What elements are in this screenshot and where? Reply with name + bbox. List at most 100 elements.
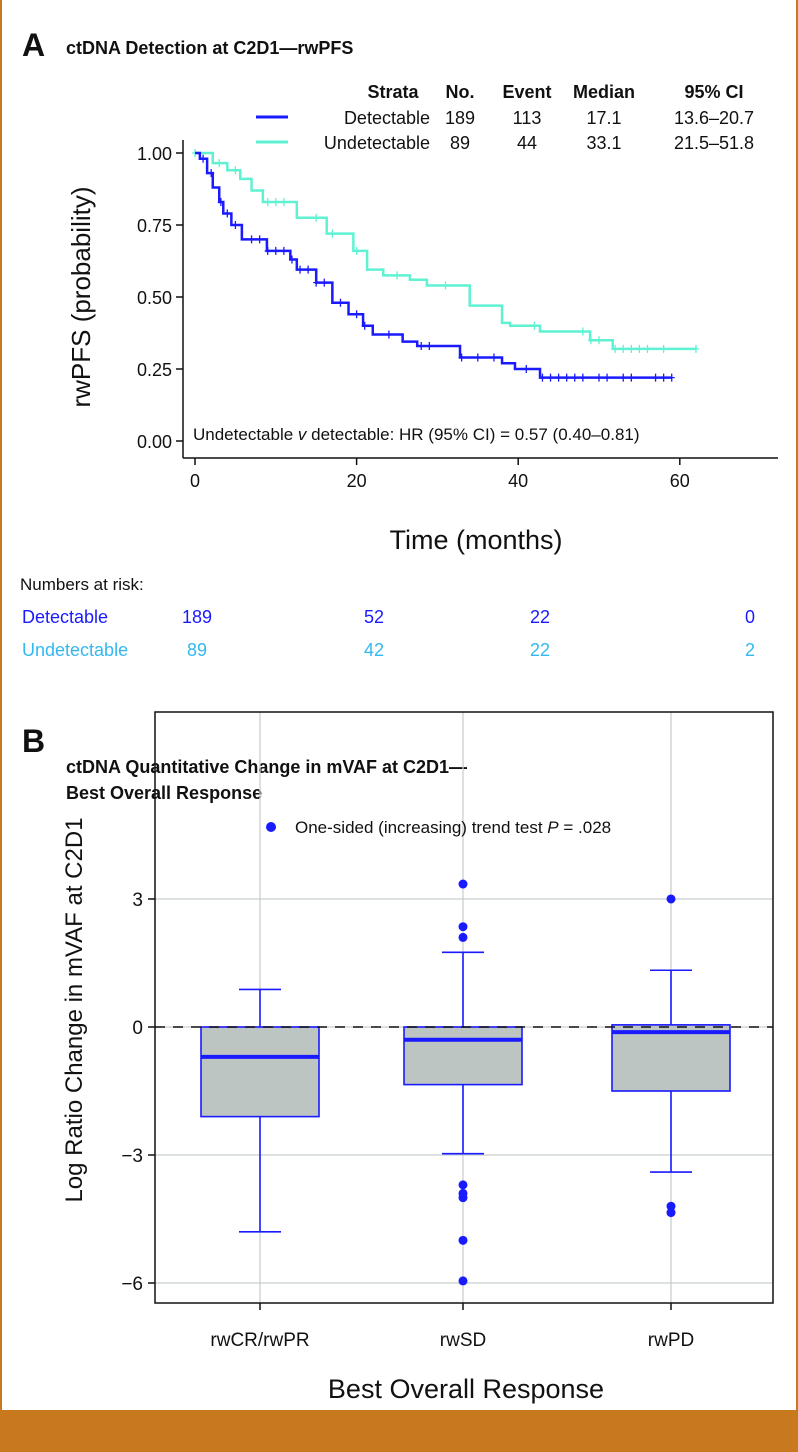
censor-mark-undetectable (232, 166, 239, 175)
censor-mark-detectable (217, 197, 224, 206)
box-y-tick-label: 0 (132, 1018, 143, 1039)
censor-mark-undetectable (313, 213, 320, 222)
box-iqr (403, 1026, 523, 1086)
legend-detectable-name: Detectable (344, 108, 430, 128)
legend-header-ci: 95% CI (684, 82, 743, 102)
censor-mark-undetectable (636, 344, 643, 353)
box-x-tick-label: rwSD (440, 1330, 486, 1351)
left-border (0, 0, 2, 1452)
censor-mark-detectable (256, 235, 263, 244)
censor-mark-undetectable (216, 159, 223, 168)
censor-mark-undetectable (660, 344, 667, 353)
trend-test-label: One-sided (increasing) trend test P = .0… (295, 818, 611, 837)
panel-b-title-line2: Best Overall Response (66, 783, 262, 803)
censor-mark-detectable (547, 373, 554, 382)
censor-mark-undetectable (272, 197, 279, 206)
censor-mark-detectable (264, 246, 271, 255)
censor-mark-detectable (571, 373, 578, 382)
panel-b-letter: B (22, 723, 45, 759)
censor-mark-detectable (628, 373, 635, 382)
risk-table: Numbers at risk: Detectable Undetectable… (20, 575, 755, 660)
km-y-tick-label: 0.25 (137, 360, 172, 380)
legend-header-strata: Strata (367, 82, 419, 102)
censor-mark-detectable (361, 321, 368, 330)
risk-value: 189 (182, 607, 212, 627)
censor-mark-detectable (652, 373, 659, 382)
risk-value: 22 (530, 607, 550, 627)
censor-mark-detectable (523, 365, 530, 373)
legend-undetectable-event: 44 (517, 133, 537, 153)
censor-mark-detectable (604, 373, 611, 382)
outlier-point (458, 932, 468, 942)
censor-mark-detectable (321, 278, 328, 287)
legend-header-no: No. (446, 82, 475, 102)
censor-mark-undetectable (612, 344, 619, 353)
box-y-tick-label: 3 (132, 890, 143, 911)
km-y-tick-label: 1.00 (137, 144, 172, 164)
box-x-label: Best Overall Response (328, 1374, 604, 1404)
box-plot-frame (154, 711, 774, 1304)
censor-mark-undetectable (264, 197, 271, 206)
outlier-point (458, 1180, 468, 1190)
censor-mark-detectable (280, 246, 287, 255)
censor-mark-detectable (426, 341, 433, 350)
censor-mark-undetectable (442, 281, 449, 290)
censor-mark-detectable (539, 373, 546, 382)
outlier-point (458, 879, 468, 889)
censor-mark-detectable (490, 353, 497, 362)
outlier-point (666, 1201, 676, 1211)
box-iqr (200, 1026, 320, 1118)
censor-mark-undetectable (329, 229, 336, 238)
box-y-tick-label: −6 (121, 1274, 143, 1295)
censor-mark-detectable (474, 353, 481, 362)
km-y-tick-label: 0.00 (137, 432, 172, 452)
km-x-tick-label: 0 (190, 471, 200, 491)
legend-undetectable-median: 33.1 (586, 133, 621, 153)
censor-mark-detectable (208, 169, 215, 178)
censor-mark-detectable (385, 330, 392, 339)
censor-mark-detectable (353, 310, 360, 319)
censor-mark-undetectable (587, 336, 594, 345)
censor-mark-undetectable (579, 327, 586, 336)
risk-value: 52 (364, 607, 384, 627)
censor-mark-detectable (620, 373, 627, 382)
km-x-tick-label: 60 (670, 471, 690, 491)
legend-header-median: Median (573, 82, 635, 102)
censor-mark-detectable (668, 373, 675, 382)
risk-value: 22 (530, 640, 550, 660)
km-curve-detectable (195, 151, 672, 379)
censor-mark-undetectable (620, 344, 627, 353)
censor-mark-detectable (200, 154, 207, 163)
panel-b-title-line1: ctDNA Quantitative Change in mVAF at C2D… (66, 757, 467, 777)
legend-header-event: Event (502, 82, 551, 102)
box-y-label: Log Ratio Change in mVAF at C2D1 (61, 817, 88, 1202)
km-x-tick-label: 20 (347, 471, 367, 491)
risk-value: 42 (364, 640, 384, 660)
censor-mark-detectable (596, 373, 602, 382)
risk-label-detectable: Detectable (22, 607, 108, 627)
box-iqr (611, 1024, 731, 1092)
censor-mark-detectable (248, 235, 255, 244)
censor-mark-detectable (313, 278, 320, 287)
hr-annotation: Undetectable v detectable: HR (95% CI) =… (193, 425, 640, 444)
km-axes (182, 140, 778, 459)
censor-mark-detectable (579, 373, 586, 382)
censor-mark-undetectable (596, 336, 602, 345)
censor-mark-undetectable (280, 197, 287, 206)
legend-undetectable-ci: 21.5–51.8 (674, 133, 754, 153)
censor-mark-detectable (458, 353, 465, 362)
right-border (796, 0, 798, 1452)
censor-mark-undetectable (644, 344, 651, 353)
legend-detectable-no: 189 (445, 108, 475, 128)
censor-mark-undetectable (628, 344, 635, 353)
outlier-point (458, 1235, 468, 1245)
censor-mark-undetectable (531, 321, 538, 330)
risk-value: 2 (745, 640, 755, 660)
box-legend-marker (266, 822, 276, 832)
km-x-tick-label: 40 (508, 471, 528, 491)
censor-mark-detectable (224, 209, 231, 218)
outlier-point (666, 894, 676, 904)
box-x-tick-label: rwPD (648, 1330, 694, 1351)
km-y-tick-label: 0.75 (137, 216, 172, 236)
censor-mark-undetectable (692, 344, 699, 353)
